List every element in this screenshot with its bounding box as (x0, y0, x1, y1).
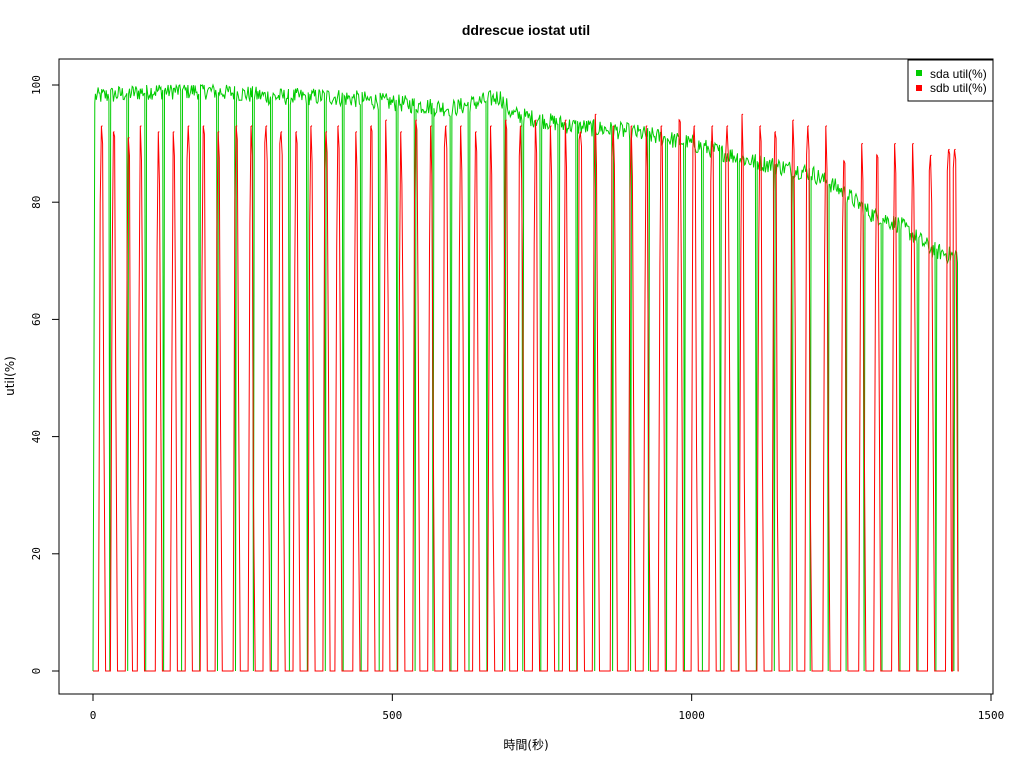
sdb-peak-point (400, 131, 402, 133)
sdb-peak-point (445, 125, 447, 127)
sdb-peak-point (505, 119, 507, 121)
sdb-peak-point (741, 113, 744, 115)
sdb-peak-point (580, 131, 582, 133)
sdb-peak-point (861, 143, 863, 145)
sdb-peak-point (430, 125, 432, 127)
legend-label-sdb: sdb util(%) (930, 81, 987, 95)
series-line-sdb (93, 114, 959, 672)
sdb-peak-point (954, 148, 956, 151)
y-axis-label: util(%) (3, 356, 17, 396)
sdb-peak-point (355, 131, 358, 133)
x-axis: 0 500 1000 1500 (90, 693, 1005, 722)
sdb-peak-point (726, 125, 729, 127)
sdb-peak-point (535, 119, 537, 121)
x-tick-label: 1000 (678, 709, 705, 722)
sdb-peak-point (337, 125, 340, 127)
legend-box (907, 59, 994, 102)
sdb-peak-point (712, 125, 714, 127)
y-tick-label: 40 (30, 430, 43, 443)
sdb-peak-point (236, 125, 238, 127)
sdb-peak-point (325, 131, 328, 133)
y-tick-label: 0 (30, 668, 43, 675)
sdb-peak-point (310, 125, 313, 127)
legend-label-sda: sda util(%) (930, 67, 987, 81)
sdb-peak-point (295, 131, 298, 133)
x-tick-label: 500 (382, 709, 402, 722)
sdb-peak-point (188, 125, 190, 127)
sdb-peak-point (113, 131, 115, 133)
sdb-peak-point (930, 154, 932, 156)
y-tick-label: 100 (30, 75, 43, 95)
y-tick-label: 20 (30, 547, 43, 560)
chart-title: ddrescue iostat util (462, 22, 590, 38)
y-tick-label: 60 (30, 313, 43, 326)
sdb-peak-point (415, 119, 417, 121)
x-tick-label: 0 (90, 709, 97, 722)
sdb-peak-point (825, 125, 827, 127)
sdb-peak-point (792, 119, 795, 121)
legend-swatch-sda (916, 70, 922, 76)
sdb-peak-point (550, 125, 552, 127)
sdb-peak-point (370, 125, 372, 127)
sdb-peak-point (520, 125, 522, 127)
sdb-peak-point (490, 125, 492, 127)
sdb-peak-point (759, 125, 762, 127)
sdb-peak-point (646, 125, 648, 127)
sdb-peak-point (140, 125, 142, 127)
sdb-peak-point (595, 113, 597, 115)
sdb-peak-point (101, 125, 103, 127)
sdb-peak-point (460, 125, 462, 127)
sdb-peak-point (158, 131, 160, 133)
sdb-peak-point (948, 148, 950, 151)
sdb-peak-point (774, 131, 777, 133)
sdb-peak-point (694, 125, 696, 127)
x-tick-label: 1500 (978, 709, 1005, 722)
y-axis: 0 20 40 60 80 100 (30, 75, 60, 675)
legend: sda util(%) sdb util(%) (907, 59, 994, 102)
sdb-peak-point (251, 125, 253, 127)
sdb-peak-point (843, 160, 845, 162)
sdb-peak-point (894, 143, 896, 145)
sdb-peak-point (218, 131, 220, 133)
sdb-peak-point (631, 125, 633, 127)
sdb-peak-point (876, 154, 878, 156)
y-tick-label: 80 (30, 196, 43, 209)
sdb-peak-point (266, 125, 268, 127)
sdb-peak-point (475, 131, 477, 133)
sdb-peak-point (912, 143, 914, 145)
series-layer (92, 83, 959, 672)
x-axis-label: 時間(秒) (503, 738, 548, 752)
legend-swatch-sdb (916, 85, 922, 91)
sdb-peak-point (565, 119, 567, 121)
sdb-peak-point (173, 131, 175, 133)
sdb-peak-point (385, 119, 387, 121)
sdb-peak-point (280, 131, 283, 133)
sdb-peak-point (807, 125, 810, 127)
sdb-peak-point (128, 137, 130, 139)
series-line-sda (92, 83, 959, 672)
sdb-peak-point (613, 125, 615, 127)
sdb-peak-point (661, 125, 663, 127)
sdb-peak-point (679, 119, 681, 121)
sdb-peak-point (203, 125, 205, 127)
